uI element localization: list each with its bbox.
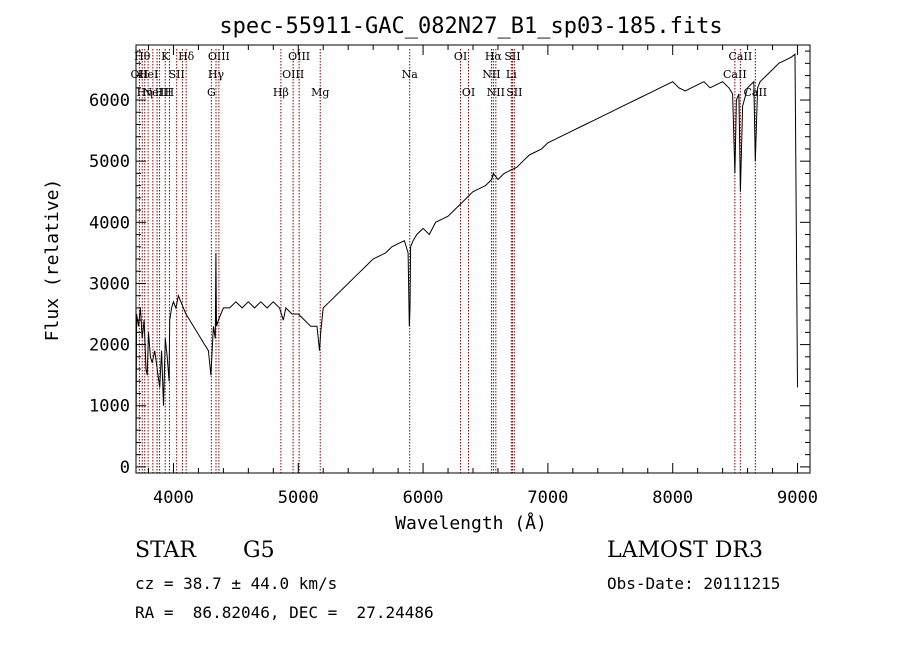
line-marker-label: NII <box>482 68 500 81</box>
line-marker-label: NII <box>487 86 505 99</box>
line-marker-label: SII <box>506 86 522 99</box>
x-tick-label: 7000 <box>527 488 568 508</box>
line-marker-label: K <box>161 50 170 63</box>
line-marker-label: Hθ <box>134 50 151 63</box>
x-tick-label: 4000 <box>153 488 194 508</box>
object-subclass: G5 <box>243 538 275 563</box>
x-axis-label: Wavelength (Å) <box>395 512 547 534</box>
y-tick-label: 2000 <box>89 336 130 356</box>
y-axis: 0 1000 2000 3000 4000 5000 6000 <box>89 50 810 478</box>
line-marker-label: Hη <box>137 86 153 99</box>
line-marker-label: HeI <box>138 68 158 81</box>
line-marker-label: H <box>155 86 165 99</box>
line-marker-label: CaII <box>723 68 747 81</box>
y-tick-label: 6000 <box>89 91 130 111</box>
y-tick-label: 3000 <box>89 274 130 294</box>
survey-name: LAMOST DR3 <box>607 538 763 563</box>
line-marker-label: OI <box>454 50 467 63</box>
line-marker-label: Hγ <box>208 68 225 81</box>
line-marker-label: G <box>207 86 216 99</box>
y-axis-label: Flux (relative) <box>42 179 63 342</box>
y-tick-label: 5000 <box>89 152 130 172</box>
y-tick-label: 4000 <box>89 213 130 233</box>
line-marker-label: OIII <box>288 50 310 63</box>
line-marker-label: CaII <box>729 50 753 63</box>
line-marker-label: OIII <box>208 50 230 63</box>
x-tick-label: 6000 <box>403 488 444 508</box>
line-marker-label: OI <box>462 86 475 99</box>
line-marker-label: H <box>165 86 175 99</box>
y-tick-label: 0 <box>120 458 130 478</box>
line-marker-label: Mg <box>311 86 329 99</box>
line-marker-label: Li <box>506 68 517 81</box>
line-marker-label: OII <box>131 68 149 81</box>
x-tick-label: 5000 <box>278 488 319 508</box>
line-marker-label: NeIII <box>143 86 172 99</box>
object-class: STAR <box>135 538 196 563</box>
line-marker-label: Hα <box>485 50 503 63</box>
x-axis: 4000 5000 6000 7000 8000 9000 <box>147 45 818 508</box>
chart-title: spec-55911-GAC_082N27_B1_sp03-185.fits <box>219 14 722 39</box>
line-markers <box>138 49 756 473</box>
line-marker-label: SII <box>504 50 520 63</box>
x-tick-label: 8000 <box>652 488 693 508</box>
line-marker-label: Hβ <box>273 86 289 99</box>
x-tick-label: 9000 <box>777 488 818 508</box>
ra-dec-coordinates: RA = 86.82046, DEC = 27.24486 <box>135 603 434 622</box>
observation-date: Obs-Date: 20111215 <box>607 574 781 593</box>
line-marker-label: Hδ <box>178 50 195 63</box>
line-marker-label: CaII <box>743 86 767 99</box>
spectrum-line <box>135 53 798 461</box>
redshift-velocity: cz = 38.7 ± 44.0 km/s <box>135 574 338 593</box>
y-tick-label: 1000 <box>89 397 130 417</box>
plot-frame <box>135 44 811 474</box>
line-marker-label: Na <box>402 68 419 81</box>
line-marker-label: OIII <box>282 68 304 81</box>
line-marker-label: SII <box>169 68 185 81</box>
